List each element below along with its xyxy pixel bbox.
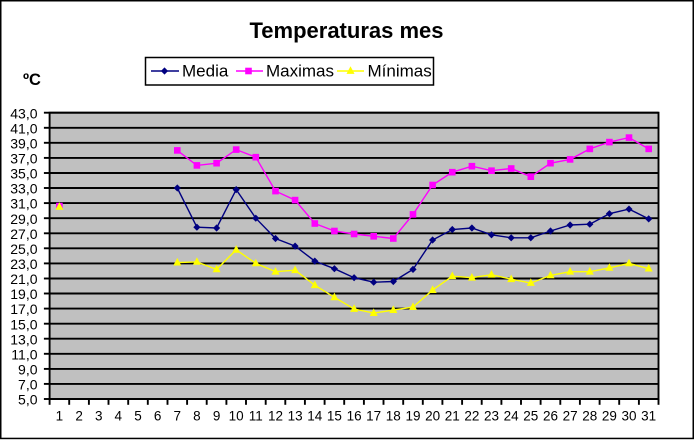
svg-text:20: 20 (425, 409, 440, 424)
svg-text:19,0: 19,0 (10, 286, 37, 302)
svg-text:31: 31 (641, 409, 656, 424)
svg-text:15,0: 15,0 (10, 316, 37, 332)
svg-text:29: 29 (602, 409, 617, 424)
svg-text:13: 13 (288, 409, 303, 424)
svg-text:9: 9 (213, 409, 221, 424)
svg-text:29,0: 29,0 (10, 211, 37, 227)
svg-text:10: 10 (229, 409, 244, 424)
svg-text:13,0: 13,0 (10, 331, 37, 347)
svg-text:33,0: 33,0 (10, 181, 37, 197)
svg-text:11,0: 11,0 (11, 346, 37, 362)
svg-text:1: 1 (56, 409, 64, 424)
svg-text:31,0: 31,0 (10, 196, 37, 212)
svg-text:35,0: 35,0 (10, 166, 37, 182)
svg-text:18: 18 (386, 409, 401, 424)
svg-text:6: 6 (154, 409, 162, 424)
svg-text:17,0: 17,0 (10, 301, 37, 317)
svg-text:41,0: 41,0 (10, 120, 37, 136)
svg-text:24: 24 (504, 409, 520, 424)
svg-text:7: 7 (174, 409, 182, 424)
svg-text:21,0: 21,0 (10, 271, 37, 287)
svg-text:28: 28 (582, 409, 597, 424)
svg-text:27,0: 27,0 (10, 226, 37, 242)
svg-text:26: 26 (543, 409, 558, 424)
svg-text:2: 2 (75, 409, 83, 424)
svg-text:Temperaturas mes: Temperaturas mes (249, 18, 443, 43)
svg-text:19: 19 (405, 409, 420, 424)
svg-text:ºC: ºC (23, 71, 41, 89)
svg-text:5,0: 5,0 (18, 392, 38, 408)
svg-text:23,0: 23,0 (10, 256, 37, 272)
svg-text:4: 4 (115, 409, 123, 424)
svg-text:17: 17 (366, 409, 381, 424)
svg-text:9,0: 9,0 (18, 362, 38, 378)
svg-text:5: 5 (134, 409, 142, 424)
svg-text:12: 12 (268, 409, 283, 424)
svg-text:14: 14 (307, 409, 323, 424)
svg-text:Media: Media (182, 62, 229, 81)
svg-text:39,0: 39,0 (10, 135, 37, 151)
svg-text:11: 11 (249, 409, 263, 424)
svg-text:Mínimas: Mínimas (368, 62, 432, 81)
svg-text:3: 3 (95, 409, 103, 424)
svg-text:23: 23 (484, 409, 499, 424)
svg-text:30: 30 (621, 409, 636, 424)
svg-text:25,0: 25,0 (10, 241, 37, 257)
svg-text:16: 16 (347, 409, 362, 424)
svg-text:43,0: 43,0 (10, 105, 37, 121)
svg-text:21: 21 (445, 409, 460, 424)
svg-text:8: 8 (193, 409, 201, 424)
svg-text:27: 27 (563, 409, 578, 424)
svg-text:7,0: 7,0 (18, 377, 38, 393)
svg-text:Maximas: Maximas (266, 62, 334, 81)
svg-text:22: 22 (464, 409, 479, 424)
svg-text:15: 15 (327, 409, 342, 424)
svg-text:25: 25 (523, 409, 538, 424)
svg-text:37,0: 37,0 (10, 151, 37, 167)
